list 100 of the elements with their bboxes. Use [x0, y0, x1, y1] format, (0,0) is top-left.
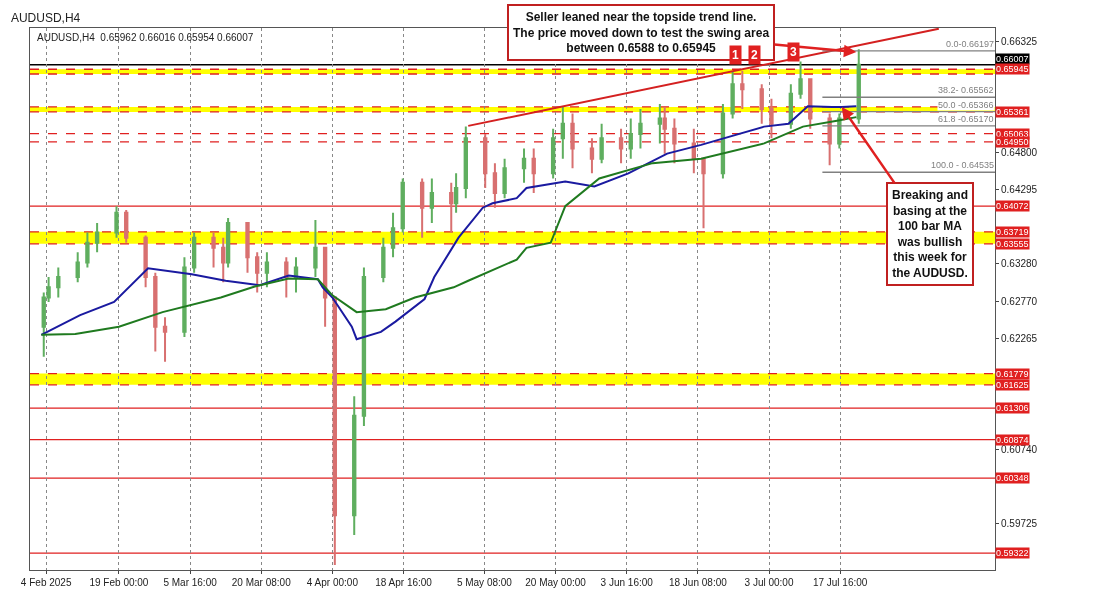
candlestick [284, 256, 289, 299]
candlestick [662, 105, 667, 155]
candlestick [322, 246, 328, 328]
candlestick [570, 112, 575, 170]
candlestick [521, 147, 527, 184]
candlestick [856, 48, 861, 125]
candlestick [492, 162, 498, 209]
ref-line-label: 0.61625 [996, 380, 1029, 390]
y-tick-label: 0.59725 [1001, 518, 1038, 530]
x-tick-label: 17 Jul 16:00 [812, 577, 868, 588]
candlestick [618, 127, 624, 165]
candlestick [182, 256, 187, 338]
candlestick [628, 117, 633, 160]
candlestick [381, 236, 386, 284]
candlestick [701, 157, 706, 230]
candlestick [352, 395, 357, 536]
ref-line-label: 0.59322 [996, 548, 1029, 558]
y-tick-label: 0.60740 [1001, 443, 1038, 455]
y-tick-label: 0.62770 [1001, 295, 1038, 307]
candlestick [449, 181, 454, 234]
x-tick-label: 5 May 08:00 [456, 577, 513, 588]
candlestick [94, 222, 100, 254]
chart-subtitle: AUDUSD,H4 0.65962 0.66016 0.65954 0.66007 [37, 32, 254, 43]
candlestick [740, 70, 745, 111]
candlestick [332, 296, 338, 566]
x-tick-label: 3 Jul 00:00 [744, 577, 794, 588]
candlestick [453, 172, 459, 214]
candlestick [211, 231, 216, 269]
candlestick [313, 219, 318, 279]
x-tick-label: 3 Jun 16:00 [600, 577, 654, 588]
candlestick [162, 316, 168, 363]
series-label: 38.2- 0.65562 [938, 85, 994, 95]
y-tick-label: 0.64295 [1001, 184, 1038, 196]
candlestick [293, 256, 299, 294]
candlestick [56, 266, 61, 299]
ref-line-label: 0.60874 [996, 435, 1029, 445]
series-label: 100.0 - 0.64535 [931, 160, 995, 170]
candlestick [638, 108, 643, 150]
x-tick-label: 4 Apr 00:00 [306, 577, 359, 588]
candlestick [419, 177, 425, 239]
candlestick [531, 147, 536, 195]
x-tick-label: 4 Feb 2025 [20, 577, 72, 588]
candlestick [720, 102, 726, 180]
x-tick-label: 18 Apr 16:00 [375, 577, 433, 588]
y-tick-label: 0.63280 [1001, 258, 1038, 270]
ref-line-label: 0.61306 [996, 403, 1029, 413]
candlestick [221, 236, 226, 284]
candlestick [589, 137, 595, 175]
candlestick [808, 78, 813, 130]
candlestick [75, 251, 80, 284]
y-tick-label: 0.64800 [1001, 147, 1038, 159]
candlestick [769, 97, 774, 140]
candlestick [788, 83, 794, 130]
candlestick [225, 216, 231, 269]
annotation: 1 [732, 48, 739, 62]
ref-line-label: 0.65945 [996, 64, 1029, 74]
candlestick [730, 70, 735, 120]
x-tick-label: 5 Mar 16:00 [163, 577, 218, 588]
x-tick-label: 19 Feb 00:00 [89, 577, 149, 588]
candlestick [502, 157, 507, 200]
candlestick [143, 234, 148, 289]
ref-line-label: 0.64072 [996, 201, 1029, 211]
candlestick [672, 117, 677, 165]
candlestick [124, 208, 129, 244]
candlestick [85, 231, 90, 269]
series-label: 0.0-0.66197 [946, 39, 995, 49]
candlestick [657, 102, 663, 145]
candlestick [759, 83, 764, 125]
ref-line-label: 0.63555 [996, 239, 1029, 249]
annotation: 2 [751, 48, 758, 62]
x-tick-label: 20 May 00:00 [525, 577, 587, 588]
candlestick [361, 266, 367, 428]
series-label: 50.0 -0.65366 [938, 100, 994, 110]
candlestick [429, 177, 435, 225]
candlestick [264, 251, 270, 289]
chart-title: AUDUSD,H4 [10, 10, 81, 25]
candlestick [599, 122, 604, 165]
candlestick [560, 105, 566, 160]
candlestick [114, 205, 119, 239]
ref-line-label: 0.65063 [996, 129, 1029, 139]
candlestick [245, 222, 250, 274]
candlestick [827, 112, 832, 167]
candlestick [483, 132, 488, 189]
candlestick [255, 251, 260, 294]
candlestick [390, 211, 396, 259]
candlestick [191, 231, 197, 274]
candlestick [550, 127, 556, 180]
ref-line-label: 0.61779 [996, 369, 1029, 379]
ref-line-label: 0.66007 [996, 54, 1029, 64]
candlestick [400, 177, 405, 234]
candlestick [153, 271, 158, 353]
ref-line-label: 0.64950 [996, 137, 1029, 147]
ref-line-label: 0.63719 [996, 227, 1029, 237]
candlestick [463, 125, 468, 200]
annotation: 3 [790, 45, 797, 59]
y-tick-label: 0.62265 [1001, 332, 1038, 344]
candlestick [691, 127, 697, 175]
x-tick-label: 18 Jun 08:00 [668, 577, 728, 588]
y-tick-label: 0.66325 [1001, 36, 1038, 48]
annotation: Breaking and basing at the 100 bar MA was bullish this week for the AUDUSD. [892, 188, 969, 280]
